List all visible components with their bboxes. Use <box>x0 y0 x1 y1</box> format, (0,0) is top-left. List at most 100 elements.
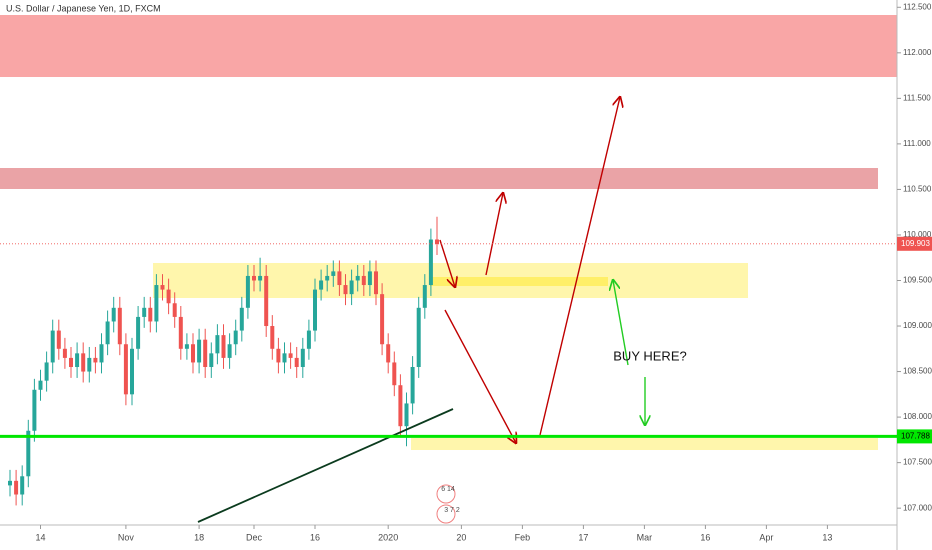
x-tick-label: Feb <box>515 532 531 542</box>
candle-body <box>355 275 360 281</box>
candle-body <box>349 280 354 295</box>
candle-body <box>62 348 67 358</box>
entry-zone <box>430 277 608 286</box>
arrow <box>444 309 516 443</box>
zones <box>0 15 897 450</box>
candle-body <box>380 294 385 345</box>
current-price-label: 109.903 <box>901 239 930 248</box>
candle-body <box>20 476 25 495</box>
candle-body <box>386 344 391 363</box>
x-tick-label: Dec <box>246 532 263 542</box>
candle-body <box>435 239 439 245</box>
y-tick-label: 110.500 <box>903 185 932 194</box>
candle-body <box>50 330 55 363</box>
candle-body <box>374 271 378 295</box>
candle-body <box>81 353 86 372</box>
candle-body <box>38 380 43 390</box>
x-tick-label: 17 <box>578 532 588 542</box>
x-tick-label: 2020 <box>378 532 398 542</box>
candle-body <box>416 307 421 368</box>
candle-body <box>197 339 202 363</box>
y-tick-label: 112.000 <box>903 48 932 57</box>
resistance-zone <box>0 168 878 189</box>
candle-body <box>209 353 214 368</box>
candle-body <box>75 353 80 368</box>
candle-body <box>337 271 342 286</box>
candle-body <box>313 289 317 331</box>
candle-body <box>44 362 49 381</box>
candle-body <box>252 275 256 281</box>
candles <box>8 216 439 506</box>
candle-body <box>93 357 98 363</box>
y-tick-label: 108.500 <box>903 367 932 376</box>
candle-body <box>227 344 232 358</box>
arrow <box>485 193 503 276</box>
candle-body <box>69 357 73 368</box>
annotation: BUY HERE? <box>613 348 686 363</box>
candle-body <box>8 480 12 486</box>
candle-body <box>422 285 427 308</box>
candle-body <box>294 357 299 368</box>
candle-body <box>245 275 250 308</box>
candle-body <box>215 335 220 354</box>
candle-body <box>398 385 403 427</box>
y-tick-label: 111.000 <box>903 139 931 148</box>
chart-title: U.S. Dollar / Japanese Yen, 1D, FXCM <box>6 3 161 13</box>
candle-body <box>239 307 244 331</box>
candle-body <box>111 307 116 322</box>
candle-body <box>123 344 128 395</box>
candle-body <box>410 367 415 404</box>
candle-body <box>288 353 293 358</box>
price-label-bg <box>897 236 932 251</box>
candle-body <box>319 280 324 290</box>
x-tick-label: Mar <box>637 532 653 542</box>
candle-body <box>270 326 275 349</box>
x-tick-label: 20 <box>456 532 466 542</box>
candle-body <box>136 316 141 349</box>
candle-body <box>404 403 409 427</box>
candle-body <box>142 307 147 317</box>
x-tick-label: Nov <box>118 532 135 542</box>
drawings: BUY HERE? 6 14 3 7 2 <box>197 97 687 524</box>
candle-body <box>105 321 110 345</box>
candle-body <box>264 275 269 327</box>
candle-body <box>331 271 336 276</box>
candle-body <box>148 307 153 322</box>
event-icon <box>436 484 456 504</box>
x-tick-label: Apr <box>759 532 773 542</box>
x-tick-label: 14 <box>35 532 45 542</box>
x-tick-label: 16 <box>700 532 710 542</box>
candle-body <box>178 316 183 349</box>
candle-body <box>233 330 238 345</box>
candle-body <box>276 348 281 363</box>
candle-body <box>117 307 122 345</box>
candle-body <box>428 239 433 286</box>
candle-body <box>130 348 134 395</box>
y-tick-label: 109.000 <box>903 321 932 330</box>
y-tick-label: 109.500 <box>903 276 932 285</box>
y-tick-label: 111.500 <box>903 93 931 102</box>
trend-line <box>197 408 454 523</box>
candle-body <box>221 335 226 358</box>
event-label: 3 7 2 <box>444 507 460 514</box>
candle-body <box>306 330 311 349</box>
candle-body <box>56 330 61 349</box>
support-label: 107.788 <box>901 432 930 441</box>
candle-body <box>99 344 104 363</box>
candle-body <box>32 389 37 431</box>
x-tick-label: 16 <box>310 532 320 542</box>
candle-body <box>160 285 165 290</box>
candle-body <box>343 285 348 295</box>
candle-body <box>361 275 366 286</box>
candle-body <box>26 430 31 477</box>
candle-body <box>184 344 189 349</box>
candle-body <box>191 344 195 363</box>
arrow <box>613 280 629 366</box>
candle-body <box>258 275 263 281</box>
candle-body <box>172 303 177 317</box>
candle-body <box>14 480 19 495</box>
y-tick-label: 110.000 <box>903 230 932 239</box>
candle-body <box>282 353 287 363</box>
